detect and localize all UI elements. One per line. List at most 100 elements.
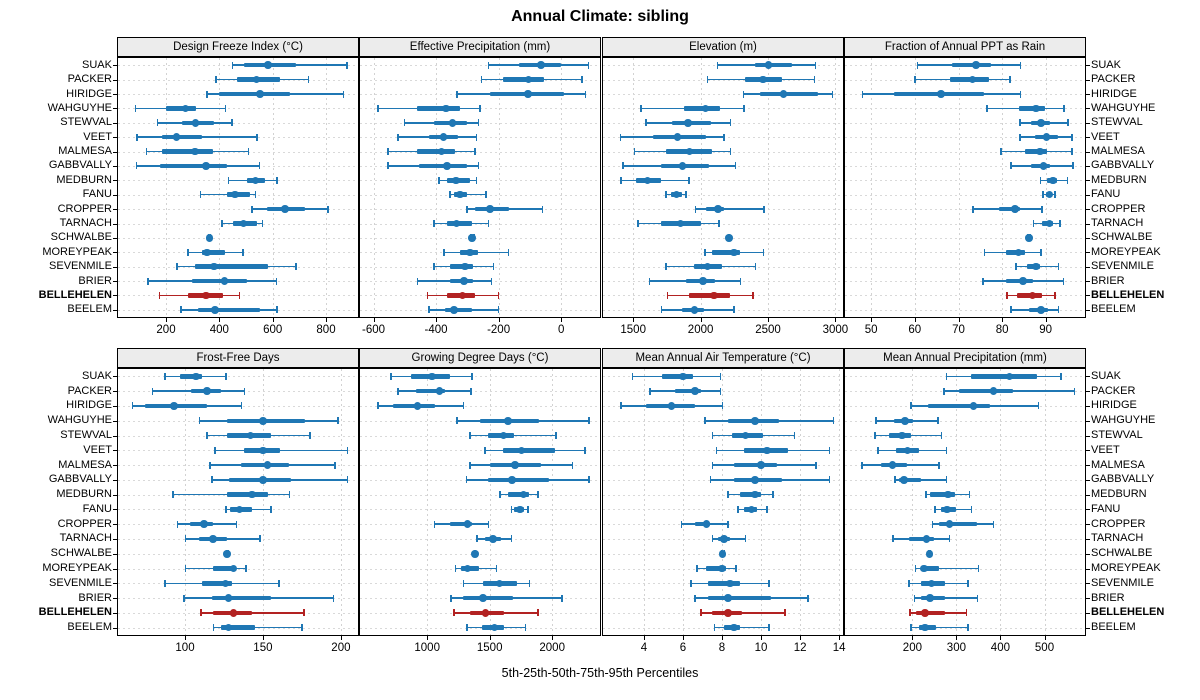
row-guide-mean-annual-precipitation-mm	[845, 465, 1085, 467]
whisker-cap	[172, 491, 174, 499]
box-25-75	[1018, 106, 1046, 111]
box-25-75	[418, 163, 467, 169]
whisker-cap	[719, 372, 722, 380]
site-label-right-beelem: BEELEM	[1091, 621, 1136, 634]
median-dot	[516, 505, 524, 514]
median-dot	[191, 147, 199, 156]
x-tick-design-freeze-index-c	[166, 318, 167, 322]
whisker-cap	[158, 291, 161, 299]
whisker-cap	[793, 432, 796, 439]
median-dot	[757, 461, 765, 469]
whisker-cap	[206, 90, 208, 98]
whisker-cap	[479, 104, 481, 112]
whisker-cap	[665, 191, 667, 199]
whisker-cap	[813, 76, 816, 84]
whisker-cap	[619, 133, 621, 141]
whisker-cap	[184, 565, 186, 572]
whisker-cap	[772, 491, 774, 499]
row-guide-fraction-of-annual-ppt-as-rain	[845, 281, 1085, 282]
row-guide-effective-precipitation-mm	[360, 180, 600, 182]
median-dot	[718, 550, 727, 558]
median-dot	[537, 61, 545, 69]
gridline-x-fraction-of-annual-ppt-as-rain	[914, 58, 916, 317]
whisker-cap	[913, 594, 916, 602]
site-label-left-medburn: MEDBURN	[56, 488, 112, 501]
y-tick-right	[1086, 65, 1090, 67]
whisker-cap	[537, 609, 539, 617]
site-label-left-sevenmile: SEVENMILE	[49, 576, 112, 589]
median-dot	[643, 176, 652, 185]
panel-title-fraction-of-annual-ppt-as-rain: Fraction of Annual PPT as Rain	[884, 41, 1046, 53]
median-dot	[989, 387, 998, 395]
median-dot	[448, 119, 457, 127]
site-label-right-wahguyhe: WAHGUYHE	[1091, 101, 1156, 114]
whisker-cap	[1019, 61, 1022, 69]
median-dot	[944, 490, 952, 499]
whisker-cap	[487, 61, 489, 69]
panel-plot-frost-free-days	[117, 368, 359, 636]
median-dot	[702, 520, 711, 528]
row-guide-frost-free-days	[118, 553, 358, 555]
median-dot	[413, 402, 421, 410]
gridline-x-elevation-m	[768, 58, 769, 317]
panel-title-mean-annual-air-temperature-c: Mean Annual Air Temperature (°C)	[635, 352, 811, 364]
median-dot	[968, 75, 977, 84]
whisker-cap	[631, 372, 634, 380]
row-guide-fraction-of-annual-ppt-as-rain	[845, 108, 1085, 110]
whisker-cap	[206, 432, 208, 439]
site-label-left-stewval: STEWVAL	[60, 116, 112, 129]
whisker-cap	[490, 277, 493, 285]
panel-strip-fraction-of-annual-ppt-as-rain: Fraction of Annual PPT as Rain	[844, 37, 1086, 57]
whisker-cap	[587, 61, 590, 69]
median-dot	[724, 609, 732, 617]
whisker-cap	[972, 205, 974, 213]
box-25-75	[180, 374, 203, 379]
whisker-cap	[910, 402, 912, 410]
median-dot	[452, 219, 461, 228]
x-tick-label-frost-free-days: 150	[253, 642, 273, 654]
row-guide-mean-annual-air-temperature-c	[603, 494, 843, 496]
whisker-cap	[660, 306, 663, 314]
whisker-cap	[828, 446, 831, 454]
site-label-left-beelem: BEELEM	[67, 621, 112, 634]
median-dot	[925, 550, 934, 558]
whisker-cap	[309, 432, 311, 439]
whisker-cap	[914, 76, 916, 84]
box-25-75	[161, 149, 213, 154]
y-tick-left	[113, 420, 117, 422]
whisker-cap	[258, 162, 261, 170]
row-guide-elevation-m	[603, 237, 843, 239]
x-tick-label-mean-annual-air-temperature-c: 6	[679, 642, 687, 654]
median-dot	[210, 262, 218, 271]
y-tick-right	[1086, 252, 1090, 254]
box-25-75	[220, 625, 256, 630]
whisker-cap	[1006, 291, 1008, 299]
whisker-cap	[276, 306, 278, 314]
y-tick-right	[1086, 598, 1090, 600]
whisker-cap	[894, 476, 896, 484]
site-label-right-moreypeak: MOREYPEAK	[1091, 245, 1161, 258]
whisker-cap	[711, 535, 714, 543]
median-dot	[452, 176, 460, 185]
y-tick-left	[113, 194, 117, 196]
whisker-cap	[1039, 176, 1042, 184]
whisker-cap	[1054, 291, 1056, 299]
box-25-75	[160, 163, 227, 169]
whisker-cap	[1019, 133, 1021, 141]
median-dot	[1005, 372, 1013, 381]
site-label-right-tarnach: TARNACH	[1091, 532, 1144, 545]
whisker-cap	[469, 432, 471, 439]
site-label-left-beelem: BEELEM	[67, 303, 112, 316]
whisker-cap	[1066, 176, 1069, 184]
whisker-cap	[450, 594, 452, 602]
panel-strip-design-freeze-index-c: Design Freeze Index (°C)	[117, 37, 359, 57]
whisker-cap	[224, 104, 227, 112]
box-25-75	[450, 521, 472, 527]
row-guide-growing-degree-days-c	[360, 509, 600, 511]
median-dot	[466, 248, 474, 256]
gridline-x-mean-annual-precipitation-mm	[956, 369, 958, 635]
site-label-left-moreypeak: MOREYPEAK	[42, 562, 112, 574]
median-dot	[1028, 291, 1037, 300]
y-tick-left	[113, 309, 117, 311]
median-dot	[691, 387, 699, 395]
